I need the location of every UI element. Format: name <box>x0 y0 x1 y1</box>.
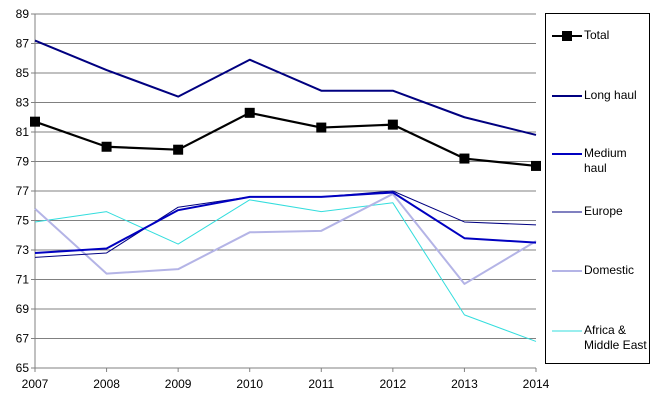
legend: Total Long haul Medium haul Europe Domes… <box>545 13 650 364</box>
x-tick-label: 2014 <box>523 377 550 391</box>
legend-label-africa-middle-east: Africa & Middle East <box>584 323 647 352</box>
y-tick-label: 69 <box>16 302 30 316</box>
legend-swatch-europe <box>552 211 582 213</box>
legend-swatch-long-haul <box>552 95 582 97</box>
y-tick-label: 89 <box>16 7 30 21</box>
series-line-africa-middle-east <box>34 199 537 342</box>
x-tick-label: 2012 <box>380 377 407 391</box>
x-tick-labels: 2007 2008 2009 2010 2011 2012 2013 2014 <box>22 377 550 391</box>
legend-label-medium-haul: Medium haul <box>584 146 627 175</box>
y-tick-label: 83 <box>16 96 30 110</box>
legend-swatch-domestic <box>552 270 582 272</box>
y-tick-labels: 65 67 69 71 73 75 77 79 81 83 85 87 89 <box>16 7 30 375</box>
axes <box>31 13 537 372</box>
y-tick-label: 85 <box>16 66 30 80</box>
y-tick-label: 71 <box>16 273 30 287</box>
data-point-total <box>316 122 327 133</box>
data-point-total <box>387 119 398 130</box>
series-line-total <box>34 111 537 168</box>
y-tick-label: 65 <box>16 361 30 375</box>
y-tick-label: 67 <box>16 332 30 346</box>
series-line-long-haul <box>34 39 537 136</box>
y-tick-label: 79 <box>16 155 30 169</box>
y-tick-label: 77 <box>16 184 30 198</box>
series-markers <box>30 107 541 171</box>
data-point-total <box>173 144 184 155</box>
legend-swatch-total <box>552 31 582 41</box>
x-tick-label: 2009 <box>165 377 192 391</box>
x-tick-label: 2011 <box>308 377 334 391</box>
y-tick-label: 81 <box>16 125 30 139</box>
x-tick-label: 2010 <box>236 377 263 391</box>
data-point-total <box>244 107 255 118</box>
legend-label-total: Total <box>584 28 610 42</box>
grid-lines <box>35 13 536 339</box>
data-point-total <box>459 153 470 164</box>
legend-swatch-africa-middle-east <box>552 330 582 332</box>
x-tick-label: 2013 <box>451 377 478 391</box>
series-lines <box>34 39 537 342</box>
y-tick-label: 73 <box>16 243 30 257</box>
legend-swatch-medium-haul <box>552 153 582 155</box>
x-tick-label: 2008 <box>93 377 120 391</box>
legend-label-long-haul: Long haul <box>584 88 637 102</box>
data-point-total <box>531 160 541 171</box>
y-tick-label: 75 <box>16 214 30 228</box>
y-tick-label: 87 <box>16 37 30 51</box>
data-point-total <box>101 141 112 152</box>
series-line-medium-haul <box>34 191 537 254</box>
series-line-domestic <box>34 192 537 285</box>
legend-label-domestic: Domestic <box>584 263 635 277</box>
data-point-total <box>30 116 40 127</box>
x-tick-label: 2007 <box>22 377 49 391</box>
legend-label-europe: Europe <box>584 204 623 218</box>
legend-square-marker <box>562 31 572 41</box>
